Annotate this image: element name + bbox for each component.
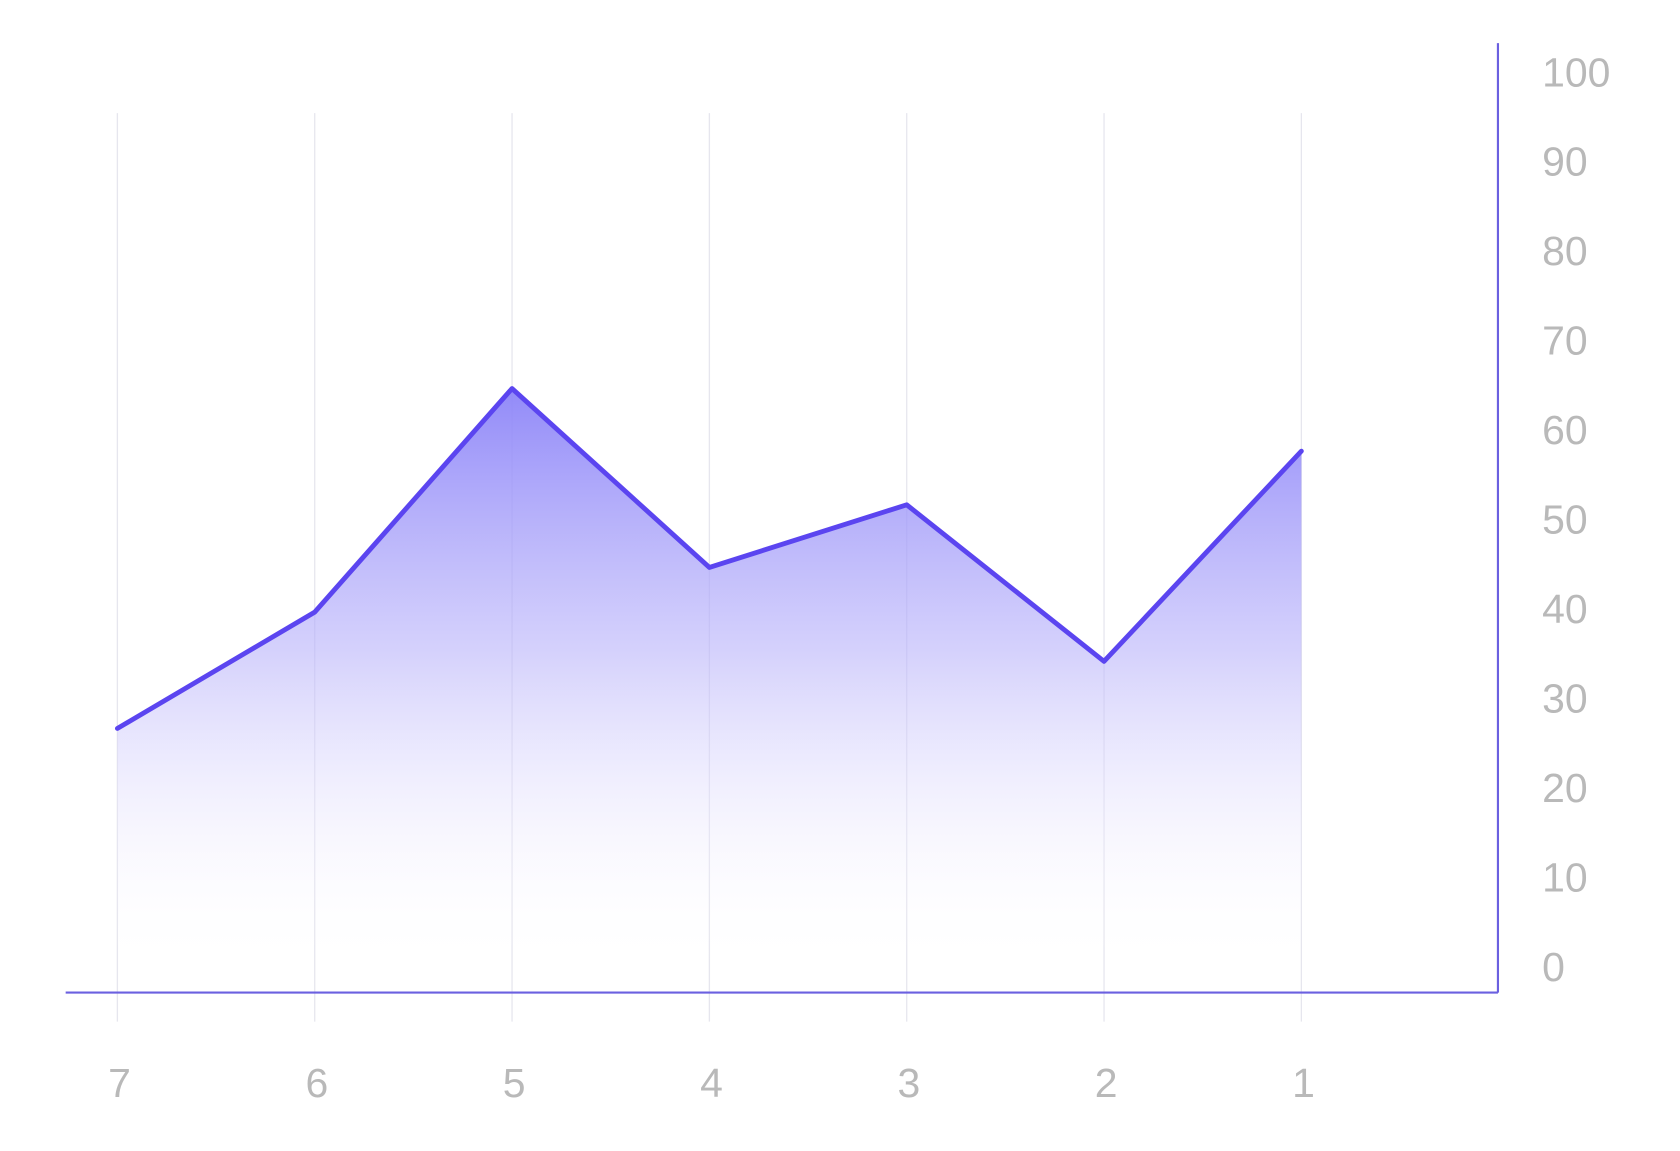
y-tick-label: 90 bbox=[1542, 139, 1588, 185]
y-tick-label: 20 bbox=[1542, 765, 1588, 811]
x-tick-label: 3 bbox=[897, 1060, 920, 1106]
y-tick-label: 10 bbox=[1542, 854, 1588, 900]
y-tick-label: 60 bbox=[1542, 407, 1588, 453]
area bbox=[117, 388, 1302, 970]
y-tick-label: 0 bbox=[1542, 944, 1565, 990]
x-tick-label: 5 bbox=[503, 1060, 526, 1106]
y-tick-label: 30 bbox=[1542, 675, 1588, 721]
x-tick-label: 7 bbox=[108, 1060, 131, 1106]
x-tick-label: 2 bbox=[1095, 1060, 1118, 1106]
y-tick-label: 70 bbox=[1542, 318, 1588, 364]
x-tick-label: 6 bbox=[305, 1060, 328, 1106]
x-tick-label: 4 bbox=[700, 1060, 723, 1106]
y-tick-label: 40 bbox=[1542, 586, 1588, 632]
y-tick-label: 100 bbox=[1542, 49, 1610, 95]
y-tick-label: 80 bbox=[1542, 228, 1588, 274]
line bbox=[114, 386, 1304, 731]
x-tick-label: 1 bbox=[1292, 1060, 1315, 1106]
y-tick-label: 50 bbox=[1542, 497, 1588, 543]
